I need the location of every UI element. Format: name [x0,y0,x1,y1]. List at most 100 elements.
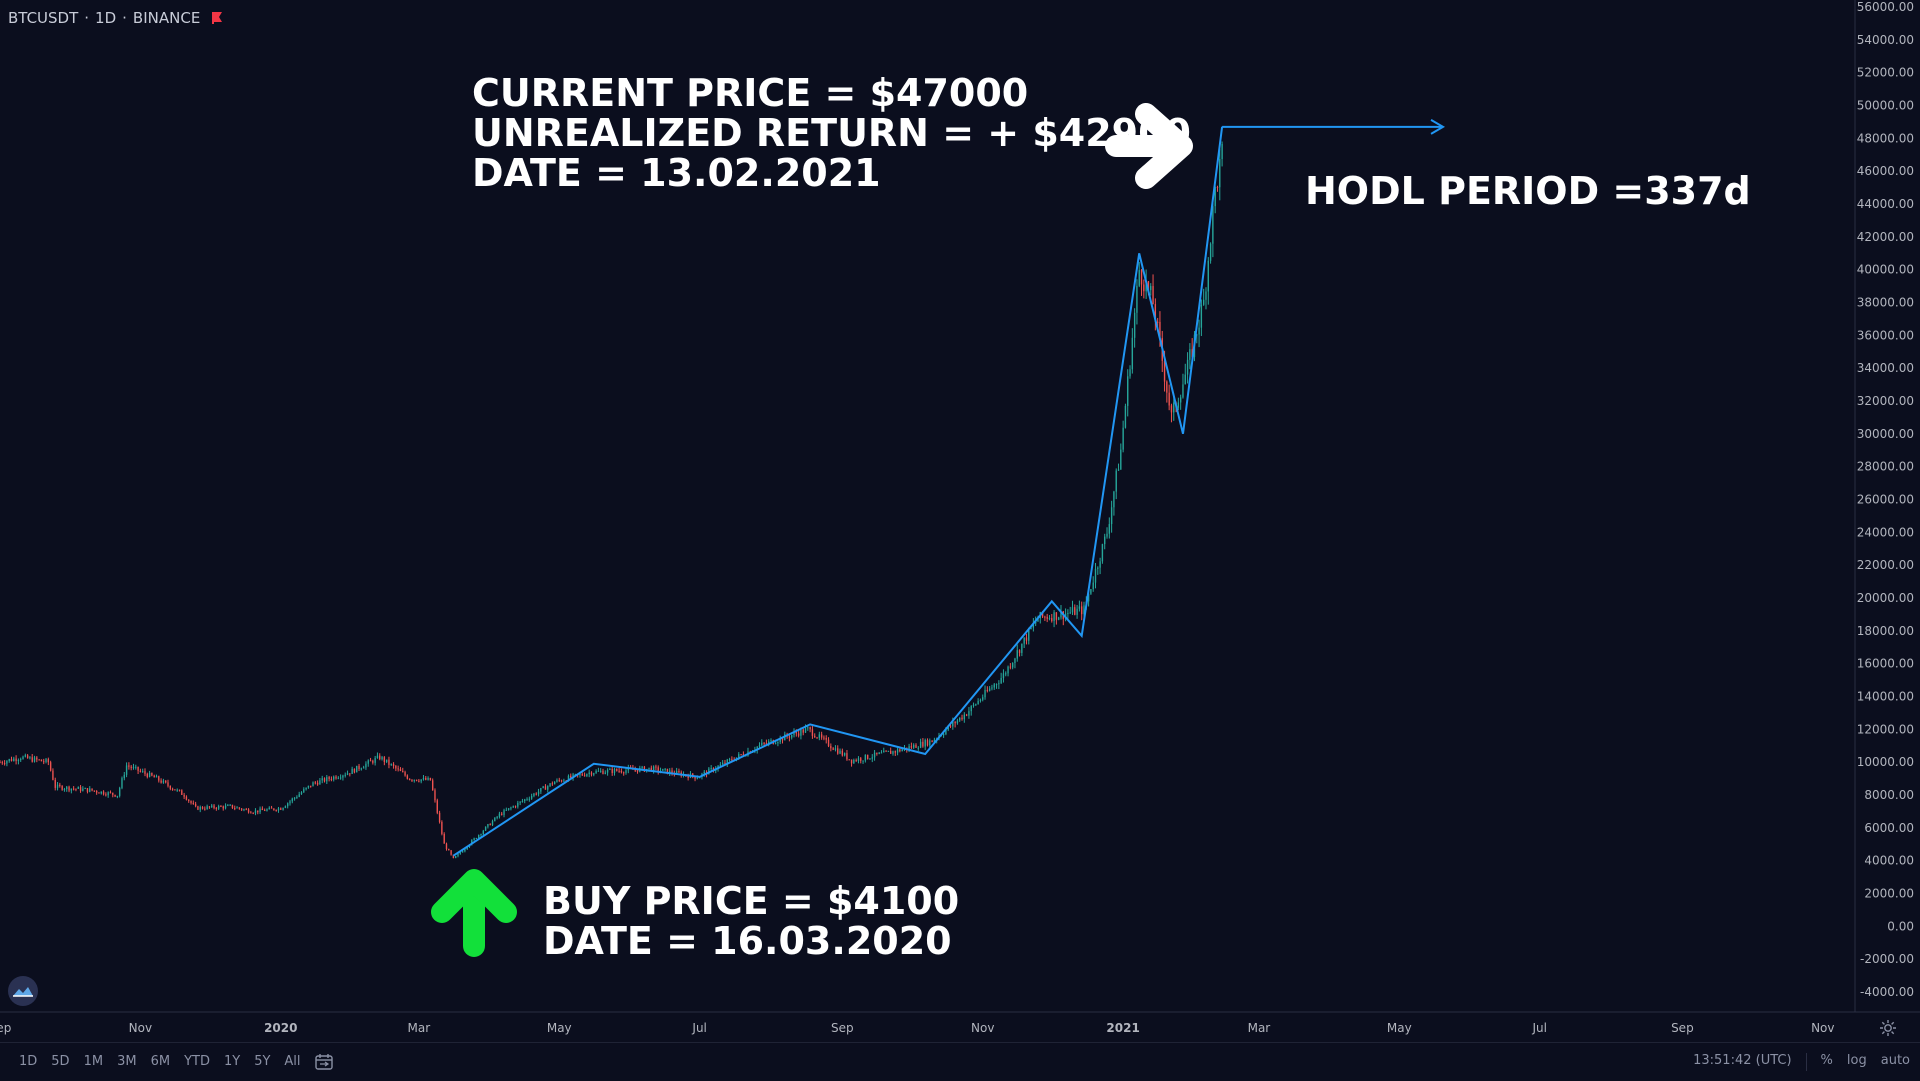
symbol-bar[interactable]: BTCUSDT · 1D · BINANCE [8,8,223,28]
interval-label[interactable]: 1D [95,9,117,27]
price-tick-label: 6000.00 [1864,821,1914,835]
candle-body [1044,616,1046,618]
candle-body [8,759,10,762]
candle-body [367,760,369,764]
timeframe-1y-button[interactable]: 1Y [223,1054,241,1069]
timeframe-all-button[interactable]: All [284,1054,301,1069]
candle-body [795,732,798,734]
candle-body [1136,285,1138,313]
candle-body [721,762,724,765]
candle-body [1018,650,1021,653]
candle-body [213,805,215,808]
candle-body [176,789,178,791]
flag-icon[interactable] [212,12,223,24]
timeframe-ytd-button[interactable]: YTD [184,1054,210,1069]
timeframe-6m-button[interactable]: 6M [150,1054,171,1069]
candle-body [192,802,195,804]
candle-body [871,757,873,759]
candle-body [802,729,804,733]
candle-body [1138,270,1140,286]
candle-body [1032,623,1035,628]
candle-body [666,768,669,774]
candle-body [358,765,360,769]
candle-body [853,759,855,764]
auto-toggle[interactable]: auto [1880,1053,1910,1068]
chart-canvas[interactable]: 56000.00 54000.00 52000.00 50000.00 48000.00… [0,0,1920,1042]
gear-icon[interactable] [1878,1018,1898,1038]
candle-body [549,783,551,787]
candle-body [899,749,901,752]
candle-body [436,800,438,813]
candle-body [491,821,494,826]
candle-body [307,785,310,788]
candle-body [220,806,222,808]
candle-body [933,739,936,743]
price-tick-label: 18000.00 [1857,624,1914,638]
candle-body [1207,260,1209,292]
candle-body [429,777,432,781]
candle-body [968,711,970,716]
price-tick-label: 22000.00 [1857,558,1914,572]
tradingview-logo-icon[interactable] [8,976,38,1006]
candle-body [91,788,93,791]
timeframe-5d-button[interactable]: 5D [51,1054,70,1069]
candle-body [388,759,390,765]
candle-body [171,788,174,790]
price-tick-label: 12000.00 [1857,722,1914,736]
candle-body [326,777,328,782]
trendline[interactable] [452,126,1224,857]
candle-body [1067,612,1069,614]
candle-body [381,757,383,760]
timeframe-3m-button[interactable]: 3M [117,1054,137,1069]
candle-body [965,714,968,716]
candle-body [675,770,678,775]
candle-body [29,757,31,759]
candle-body [461,851,464,853]
candle-body [1076,608,1078,615]
symbol-label[interactable]: BTCUSDT [8,9,79,27]
log-toggle[interactable]: log [1846,1053,1867,1068]
candle-body [188,799,190,801]
candle-body [293,797,296,799]
candle-body [1034,621,1037,624]
candle-body [954,721,956,724]
candle-body [618,770,620,772]
candle-body [89,788,91,792]
candle-body [791,734,793,738]
candle-body [507,808,510,810]
candle-body [1200,304,1203,328]
candle-body [1120,449,1122,470]
candle-body [652,766,655,772]
candle-body [807,727,809,729]
candle-body [726,759,728,764]
percent-toggle[interactable]: % [1820,1053,1833,1068]
calendar-range-icon[interactable] [314,1052,334,1072]
price-tick-label: 32000.00 [1857,394,1914,408]
candle-body [63,789,66,791]
candle-body [740,754,742,756]
timeframe-1m-button[interactable]: 1M [83,1054,104,1069]
candle-body [1182,384,1184,398]
candle-body [915,744,917,748]
candle-body [763,742,765,744]
price-tick-label: 56000.00 [1857,0,1914,14]
candle-body [227,805,229,807]
candle-body [49,762,52,771]
timeframe-5y-button[interactable]: 5Y [254,1054,271,1069]
candle-body [1030,627,1032,629]
candle-body [931,740,933,743]
candle-body [761,742,763,746]
candle-body [231,804,234,809]
candle-body [3,763,6,765]
candle-body [59,784,61,787]
candle-body [857,758,860,762]
candle-body [570,775,572,778]
candle-body [457,853,459,857]
candle-body [250,812,252,814]
candle-body [450,850,452,855]
candle-body [211,805,213,808]
candle-body [956,720,959,724]
price-tick-label: 46000.00 [1857,164,1914,178]
timeframe-1d-button[interactable]: 1D [19,1054,38,1069]
candle-body [10,759,13,761]
